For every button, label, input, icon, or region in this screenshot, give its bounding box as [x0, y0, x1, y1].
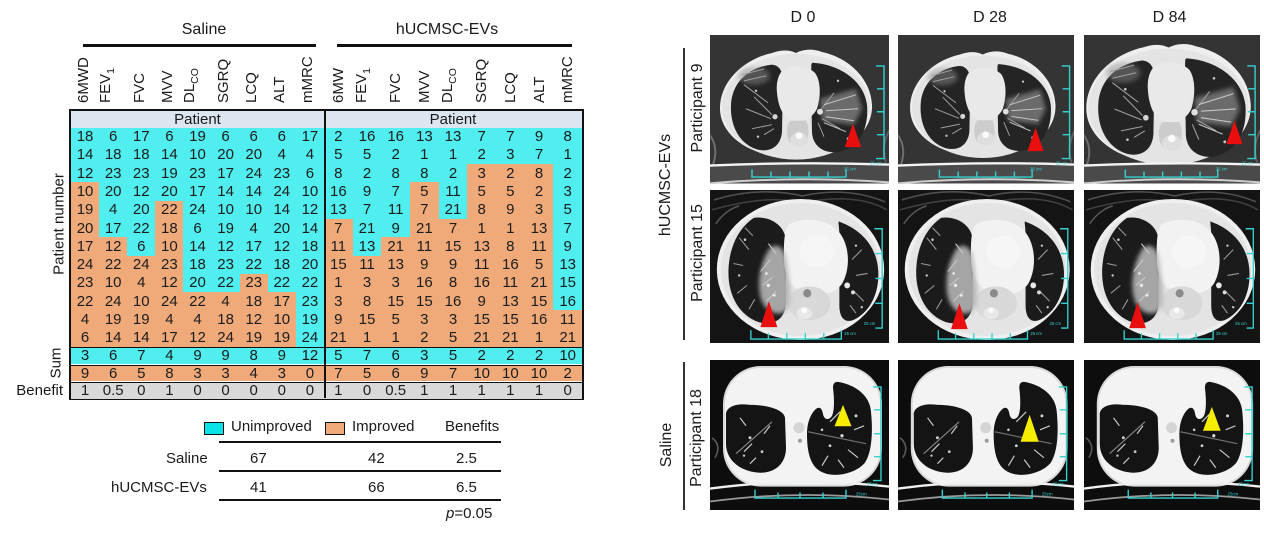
svg-text:25 cm: 25 cm — [844, 167, 856, 172]
svg-text:25 cm: 25 cm — [864, 321, 876, 326]
svg-text:25cm: 25cm — [1052, 481, 1063, 486]
svg-text:25cm: 25cm — [856, 491, 867, 496]
svg-text:25 cm: 25 cm — [1216, 167, 1228, 172]
svg-text:25cm: 25cm — [1041, 491, 1052, 496]
svg-text:25 cm: 25 cm — [870, 161, 882, 166]
svg-text:25 cm: 25 cm — [1055, 161, 1067, 166]
svg-text:25cm: 25cm — [867, 481, 878, 486]
svg-text:25 cm: 25 cm — [1030, 167, 1042, 172]
svg-text:25cm: 25cm — [1238, 481, 1249, 486]
svg-text:25cm: 25cm — [1228, 491, 1239, 496]
svg-text:25 cm: 25 cm — [1216, 330, 1228, 335]
svg-text:25 cm: 25 cm — [844, 331, 856, 336]
svg-text:25 cm: 25 cm — [1241, 161, 1253, 166]
svg-text:25 cm: 25 cm — [1049, 321, 1061, 326]
svg-text:25 cm: 25 cm — [1235, 321, 1247, 326]
svg-text:25 cm: 25 cm — [1030, 330, 1042, 335]
